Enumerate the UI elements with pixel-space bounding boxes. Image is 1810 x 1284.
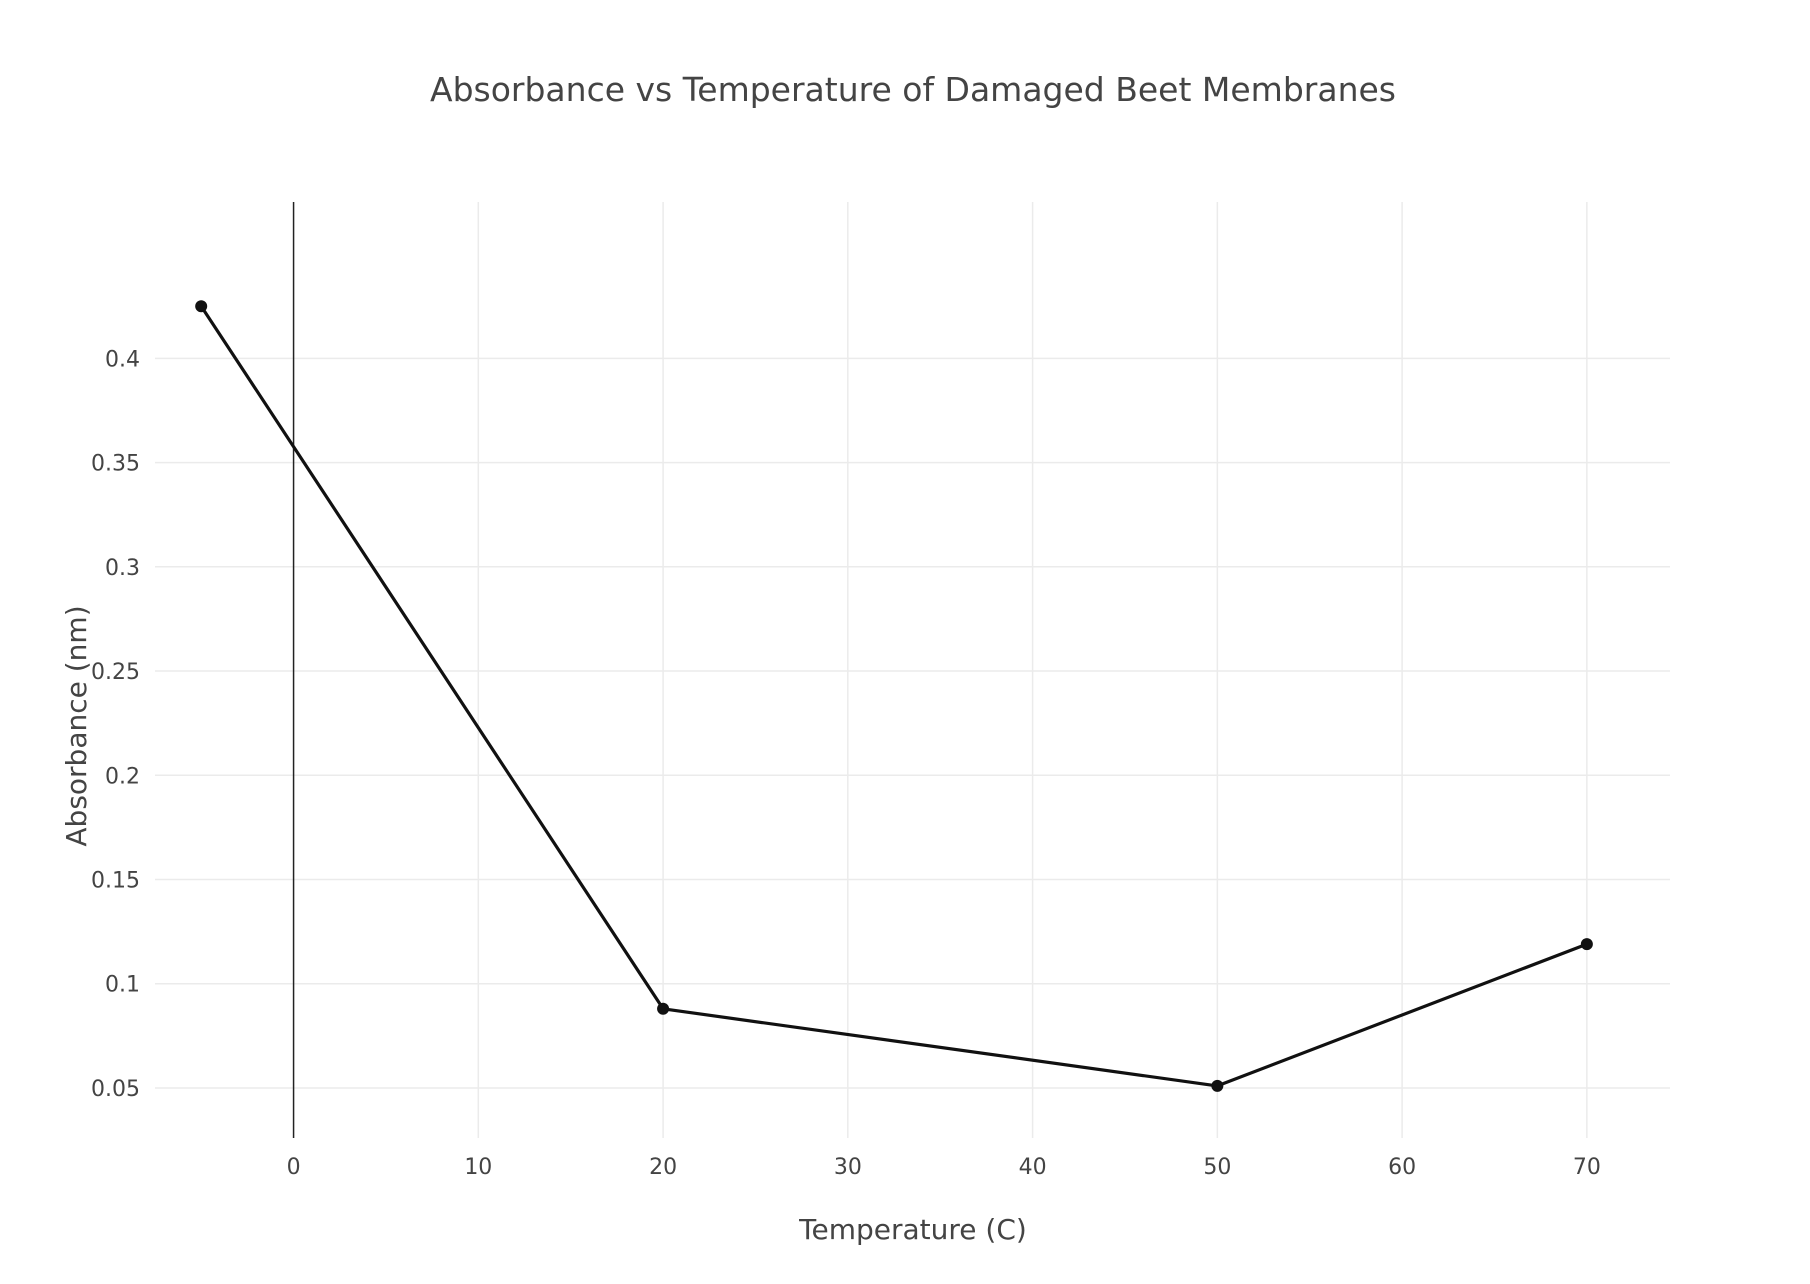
chart-title: Absorbance vs Temperature of Damaged Bee…: [430, 70, 1396, 109]
y-tick-label: 0.1: [105, 973, 140, 998]
grid-layer: [155, 202, 1670, 1138]
y-tick-label: 0.15: [91, 869, 140, 894]
data-point: [1580, 938, 1593, 951]
x-tick-label: 70: [1573, 1155, 1601, 1180]
x-tick-label: 30: [834, 1155, 862, 1180]
y-tick-label: 0.3: [105, 556, 140, 581]
x-tick-label: 50: [1203, 1155, 1231, 1180]
y-tick-label: 0.4: [105, 347, 140, 372]
y-tick-label: 0.35: [91, 452, 140, 477]
y-axis-title: Absorbance (nm): [60, 605, 93, 846]
x-tick-label: 40: [1019, 1155, 1047, 1180]
x-axis-title: Temperature (C): [798, 1213, 1027, 1246]
series-layer: [195, 300, 1593, 1092]
data-point: [657, 1002, 670, 1015]
x-tick-label: 20: [649, 1155, 677, 1180]
y-tick-label: 0.2: [105, 764, 140, 789]
x-tick-label: 10: [464, 1155, 492, 1180]
data-point: [1211, 1079, 1224, 1092]
y-tick-label: 0.05: [91, 1077, 140, 1102]
series-line: [199, 305, 1588, 1088]
data-point: [195, 300, 208, 313]
tick-layer: 0 10 20 30 40 50 60 70 0.05 0.1 0.15 0.2 0.25 0.3 0.35…: [91, 347, 1601, 1180]
y-tick-label: 0.25: [91, 660, 140, 685]
x-tick-label: 60: [1388, 1155, 1416, 1180]
x-tick-label: 0: [287, 1155, 301, 1180]
